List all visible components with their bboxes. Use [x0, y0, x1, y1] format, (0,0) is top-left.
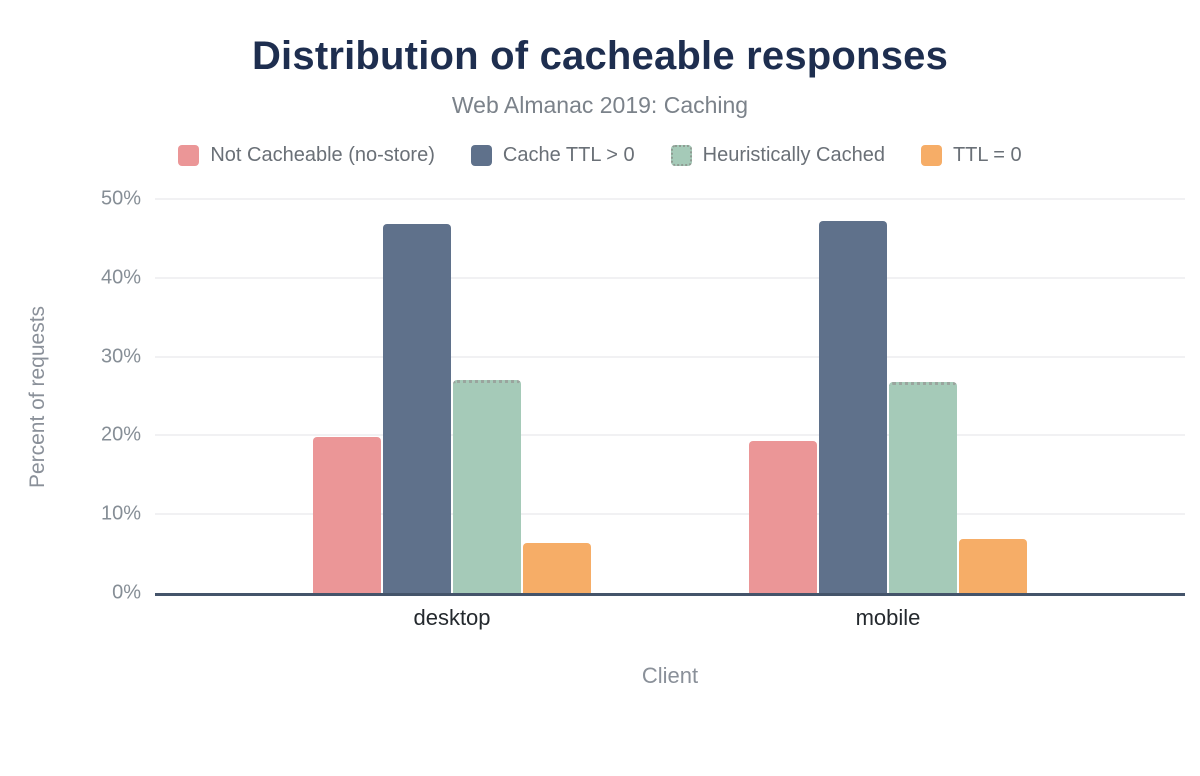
- legend-label: Heuristically Cached: [702, 144, 885, 166]
- bar-desktop-ttl-0: [523, 543, 591, 593]
- bar-desktop-not-cacheable-no-store: [313, 436, 381, 593]
- chart-figure: Distribution of cacheable responses Web …: [0, 34, 1200, 776]
- bar-groups: [155, 199, 1185, 593]
- legend-item-heuristically-cached: Heuristically Cached: [670, 144, 885, 167]
- x-axis-category-labels: desktop mobile: [155, 605, 1185, 631]
- legend-label: Cache TTL > 0: [502, 144, 635, 166]
- y-tick-label: 40%: [100, 266, 141, 289]
- legend-item-not-cacheable-no-store: Not Cacheable (no-store): [178, 144, 435, 167]
- chart-area: Percent of requests 0% 10% 20% 30% 40% 50% de…: [0, 188, 1200, 689]
- plot-area: 0% 10% 20% 30% 40% 50%: [101, 188, 1185, 604]
- y-tick-label: 10%: [100, 502, 141, 525]
- y-axis-title: Percent of requests: [26, 305, 49, 489]
- bar-mobile-ttl-0: [959, 539, 1027, 593]
- x-category-label-mobile: mobile: [855, 605, 921, 630]
- x-axis-title: Client: [641, 663, 699, 688]
- bar-mobile-not-cacheable-no-store: [749, 440, 817, 593]
- bar-desktop-heuristically-cached: [453, 380, 521, 593]
- x-category-label-desktop: desktop: [413, 605, 491, 630]
- legend-swatch-icon: [670, 145, 692, 166]
- y-tick-label: 50%: [100, 187, 141, 210]
- chart-title: Distribution of cacheable responses: [251, 34, 949, 78]
- bar-mobile-cache-ttl-0: [819, 221, 887, 593]
- legend-label: TTL = 0: [952, 144, 1022, 166]
- bar-group-mobile: [749, 199, 1027, 593]
- bar-desktop-cache-ttl-0: [383, 224, 451, 593]
- legend-swatch-icon: [470, 145, 492, 166]
- chart-subtitle: Web Almanac 2019: Caching: [451, 92, 749, 118]
- y-tick-label: 0%: [112, 581, 141, 604]
- bar-mobile-heuristically-cached: [889, 381, 957, 593]
- bar-group-desktop: [313, 199, 591, 593]
- gridline: [155, 355, 1185, 358]
- y-tick-label: 30%: [100, 345, 141, 368]
- gridline: [155, 198, 1185, 200]
- y-tick-label: 20%: [100, 423, 141, 446]
- legend: Not Cacheable (no-store) Cache TTL > 0 Heu…: [0, 144, 1200, 167]
- legend-swatch-icon: [178, 145, 200, 166]
- gridline: [155, 513, 1185, 516]
- gridline: [155, 434, 1185, 437]
- legend-item-cache-ttl-0: Cache TTL > 0: [470, 144, 635, 167]
- legend-label: Not Cacheable (no-store): [210, 144, 435, 166]
- legend-swatch-icon: [920, 145, 942, 166]
- legend-item-ttl-0: TTL = 0: [920, 144, 1022, 167]
- gridline: [155, 276, 1185, 279]
